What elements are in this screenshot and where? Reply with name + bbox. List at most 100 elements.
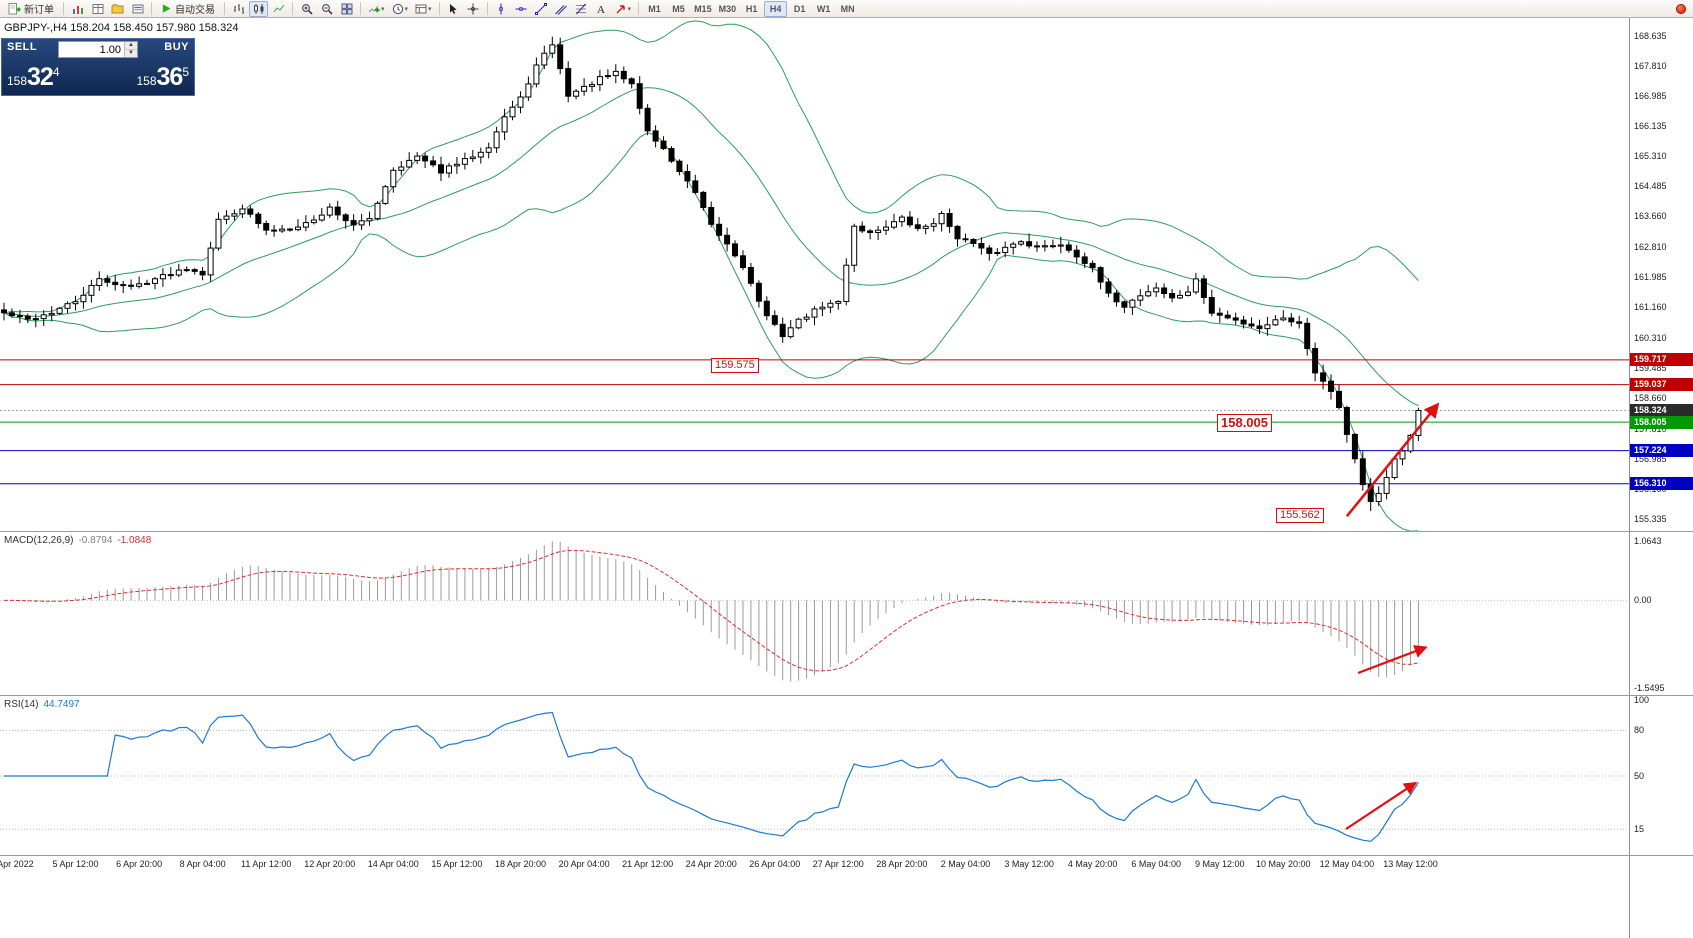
horizontal-line-icon <box>515 6 527 11</box>
fibonacci-icon <box>576 3 587 14</box>
pane-separator[interactable] <box>0 531 1693 532</box>
line-chart-button[interactable] <box>269 1 288 17</box>
time-label: 20 Apr 04:00 <box>558 859 610 869</box>
time-label: 28 Apr 20:00 <box>876 859 928 869</box>
bars-chart-button[interactable] <box>229 1 248 17</box>
pane-separator[interactable] <box>0 695 1693 696</box>
terminal-button[interactable] <box>128 1 147 17</box>
arrow-objects-button[interactable]: ▾ <box>612 1 635 17</box>
price-tick: 157.810 <box>1634 424 1667 435</box>
cursor-button[interactable] <box>444 1 463 17</box>
templates-button[interactable]: ▾ <box>412 1 435 17</box>
timeframe-h1-button[interactable]: H1 <box>740 1 763 17</box>
bar-columns-icon <box>72 5 83 14</box>
sell-label: SELL <box>7 41 38 53</box>
pane-separator <box>0 855 1693 856</box>
autotrading-play-icon <box>162 4 171 13</box>
time-label: 9 May 12:00 <box>1195 859 1245 869</box>
price-tick: 163.660 <box>1634 211 1667 222</box>
price-label-155562[interactable]: 155.562 <box>1276 508 1324 523</box>
trendline-icon <box>535 2 548 15</box>
price-tick: 165.310 <box>1634 151 1667 162</box>
zoom-in-icon <box>301 3 313 15</box>
price-label-158005[interactable]: 158.005 <box>1217 414 1272 433</box>
timeframe-w1-button[interactable]: W1 <box>812 1 835 17</box>
indicators-button[interactable]: ▾ <box>365 1 388 17</box>
price-tick: 164.485 <box>1634 181 1667 192</box>
cursor-arrow-icon <box>450 3 457 14</box>
price-tag-159.037: 159.037 <box>1630 378 1693 392</box>
toolbar-separator <box>63 2 64 15</box>
timeframe-h4-button[interactable]: H4 <box>764 0 788 17</box>
vertical-line-button[interactable] <box>492 1 511 17</box>
timeframe-m1-button[interactable]: M1 <box>643 1 666 17</box>
clock-icon <box>392 3 403 14</box>
one-click-trading-panel: SELL 158324 BUY 158365 ▲ ▼ <box>1 38 195 96</box>
time-label: 10 May 20:00 <box>1256 859 1311 869</box>
price-label-159575[interactable]: 159.575 <box>711 357 759 373</box>
autotrading-button[interactable]: 自动交易 <box>156 1 220 17</box>
bars-chart-icon <box>233 3 244 14</box>
price-chart-pane[interactable]: GBPJPY-,H4 158.204 158.450 157.980 158.3… <box>0 18 1629 532</box>
volume-spinner: ▲ ▼ <box>124 42 137 57</box>
periods-button[interactable]: ▾ <box>389 1 412 17</box>
price-tick: 160.310 <box>1634 333 1667 344</box>
time-label: 21 Apr 12:00 <box>622 859 674 869</box>
price-tick: 161.160 <box>1634 302 1667 313</box>
sell-price: 158324 <box>7 63 60 91</box>
price-tag-156.310: 156.310 <box>1630 477 1693 491</box>
volume-up-button[interactable]: ▲ <box>125 42 137 50</box>
new-order-icon <box>8 3 21 15</box>
macd-label: MACD(12,26,9) -0.8794 -1.0848 <box>4 535 152 546</box>
time-label: 13 May 12:00 <box>1383 859 1438 869</box>
text-button[interactable]: A <box>592 1 611 17</box>
toolbar-separator <box>438 2 440 15</box>
channel-button[interactable] <box>552 1 571 17</box>
volume-input[interactable] <box>59 42 124 57</box>
time-label: 11 Apr 12:00 <box>241 859 292 869</box>
dropdown-caret-icon: ▾ <box>404 5 409 13</box>
price-axis[interactable]: 168.635 167.810 166.985 166.135 165.310 164.4… <box>1629 18 1693 938</box>
template-icon <box>415 4 427 13</box>
timeframe-m5-button[interactable]: M5 <box>667 1 690 17</box>
fibonacci-button[interactable] <box>572 1 591 17</box>
time-label: 3 May 12:00 <box>1004 859 1054 869</box>
toolbar-separator <box>151 2 152 15</box>
time-label: 26 Apr 04:00 <box>749 859 801 869</box>
horizontal-line-button[interactable] <box>512 1 531 17</box>
new-order-button[interactable]: 新订单 <box>3 1 59 17</box>
navigator-button[interactable] <box>108 1 127 17</box>
tile-windows-button[interactable] <box>337 1 356 17</box>
add-indicator-icon <box>368 5 380 12</box>
rsi-pane[interactable]: RSI(14) 44.7497 <box>0 696 1629 856</box>
macd-signal-value: -1.0848 <box>117 535 152 546</box>
time-label: 12 May 04:00 <box>1319 859 1375 869</box>
zoom-out-button[interactable] <box>317 1 336 17</box>
price-tag-159.717: 159.717 <box>1630 353 1693 367</box>
buy-label: BUY <box>164 41 189 53</box>
market-watch-button[interactable] <box>68 1 87 17</box>
timeframe-mn-button[interactable]: MN <box>836 1 859 17</box>
zoom-in-button[interactable] <box>297 1 316 17</box>
timeframe-m15-button[interactable]: M15 <box>691 1 715 17</box>
sell-button[interactable]: SELL 158324 <box>2 39 98 95</box>
arrow-object-icon <box>616 4 625 13</box>
timeframe-m30-button[interactable]: M30 <box>716 1 740 17</box>
volume-down-button[interactable]: ▼ <box>125 50 137 57</box>
notification-button[interactable] <box>1671 1 1690 17</box>
buy-button[interactable]: BUY 158365 <box>98 39 194 95</box>
rsi-axis-label: 15 <box>1634 824 1645 835</box>
macd-axis-label: 0.00 <box>1634 595 1652 606</box>
macd-main-value: -0.8794 <box>78 535 113 546</box>
rsi-axis-label: 100 <box>1634 695 1650 705</box>
macd-chart <box>0 541 1629 682</box>
timeframe-d1-button[interactable]: D1 <box>788 1 811 17</box>
trendline-button[interactable] <box>532 1 551 17</box>
macd-pane[interactable]: MACD(12,26,9) -0.8794 -1.0848 <box>0 532 1629 696</box>
candles-chart-button[interactable] <box>249 0 268 17</box>
crosshair-button[interactable] <box>464 1 483 17</box>
time-axis[interactable]: 1 Apr 2022 5 Apr 12:00 6 Apr 20:00 8 Apr 04… <box>0 856 1629 876</box>
price-tick: 166.135 <box>1634 121 1667 132</box>
data-window-button[interactable] <box>88 1 107 17</box>
time-label: 2 May 04:00 <box>940 859 991 869</box>
